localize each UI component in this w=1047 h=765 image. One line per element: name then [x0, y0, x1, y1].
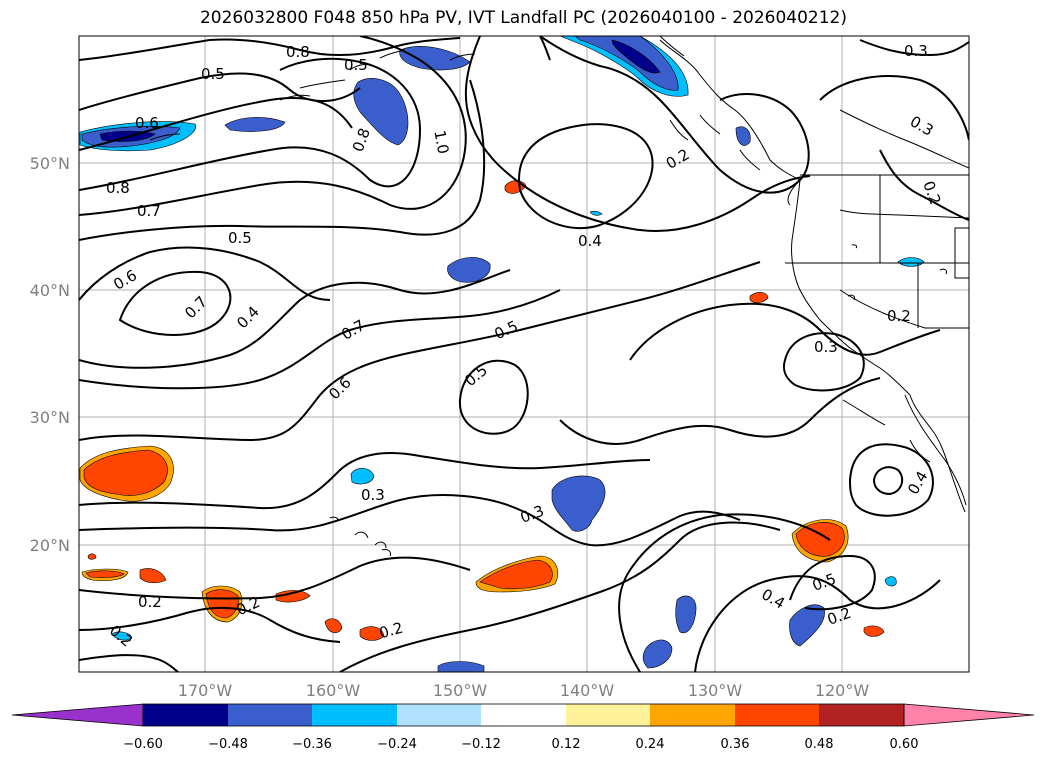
lon-label: 130°W [688, 681, 743, 700]
map-frame [78, 35, 970, 673]
lon-label: 140°W [560, 681, 615, 700]
lon-label: 160°W [306, 681, 361, 700]
lat-label: 20°N [30, 536, 70, 555]
colorbar-label: −0.36 [292, 737, 332, 752]
colorbar-segment [566, 704, 650, 726]
contour-label: 0.8 [286, 43, 310, 61]
contour-label: 0.2 [377, 619, 405, 643]
positive-anomaly-patches [79, 180, 885, 641]
islands [329, 244, 947, 557]
colorbar-segment [397, 704, 481, 726]
colorbar-segment [228, 704, 312, 726]
colorbar-label: 0.36 [721, 737, 750, 752]
colorbar-segment [143, 704, 228, 726]
lon-label: 150°W [433, 681, 488, 700]
contour-label: 0.3 [361, 486, 385, 504]
lat-label: 40°N [30, 281, 70, 300]
contour-label: 0.3 [904, 42, 928, 60]
colorbar-arrow-left [11, 703, 144, 727]
colorbar-label: 0.24 [636, 737, 665, 752]
latitude-labels: 50°N 40°N 30°N 20°N [30, 154, 70, 555]
contour-label: 0.6 [135, 114, 159, 132]
colorbar-arrow-right [903, 703, 1035, 727]
colorbar-segment [650, 704, 735, 726]
longitude-labels: 170°W 160°W 150°W 140°W 130°W 120°W [178, 681, 870, 700]
colorbar-label: 0.48 [805, 737, 834, 752]
contour-label: 0.8 [106, 179, 130, 197]
colorbar-label: −0.12 [461, 737, 501, 752]
contour-label: 1.0 [430, 129, 452, 156]
colorbar-label: 0.60 [890, 737, 919, 752]
colorbar-segment [735, 704, 819, 726]
colorbar-segment [312, 704, 397, 726]
colorbar-label: −0.60 [123, 737, 163, 752]
lat-label: 50°N [30, 154, 70, 173]
colorbar-segment [481, 704, 566, 726]
contour-label: 0.5 [344, 56, 368, 74]
graticule [79, 36, 969, 672]
colorbar-outline [142, 703, 905, 727]
lon-label: 170°W [178, 681, 233, 700]
colorbar: −0.60 −0.48 −0.36 −0.24 −0.12 0.12 0.24 … [11, 703, 1035, 752]
lon-label: 120°W [815, 681, 870, 700]
colorbar-segment [819, 704, 904, 726]
colorbar-label: −0.48 [208, 737, 248, 752]
contour-label: 0.2 [887, 307, 911, 325]
colorbar-label: −0.24 [377, 737, 417, 752]
colorbar-label: 0.12 [552, 737, 581, 752]
lat-label: 30°N [30, 408, 70, 427]
contour-label: 0.5 [228, 229, 252, 247]
coastlines [149, 36, 969, 513]
figure-title: 2026032800 F048 850 hPa PV, IVT Landfall… [199, 8, 847, 28]
contour-label: 0.3 [814, 338, 838, 356]
pv-contours [79, 36, 969, 672]
contour-label: 0.2 [138, 593, 162, 611]
contour-label: 0.7 [137, 202, 161, 220]
contour-label: 0.4 [578, 232, 602, 250]
contour-label: 0.5 [201, 65, 225, 83]
